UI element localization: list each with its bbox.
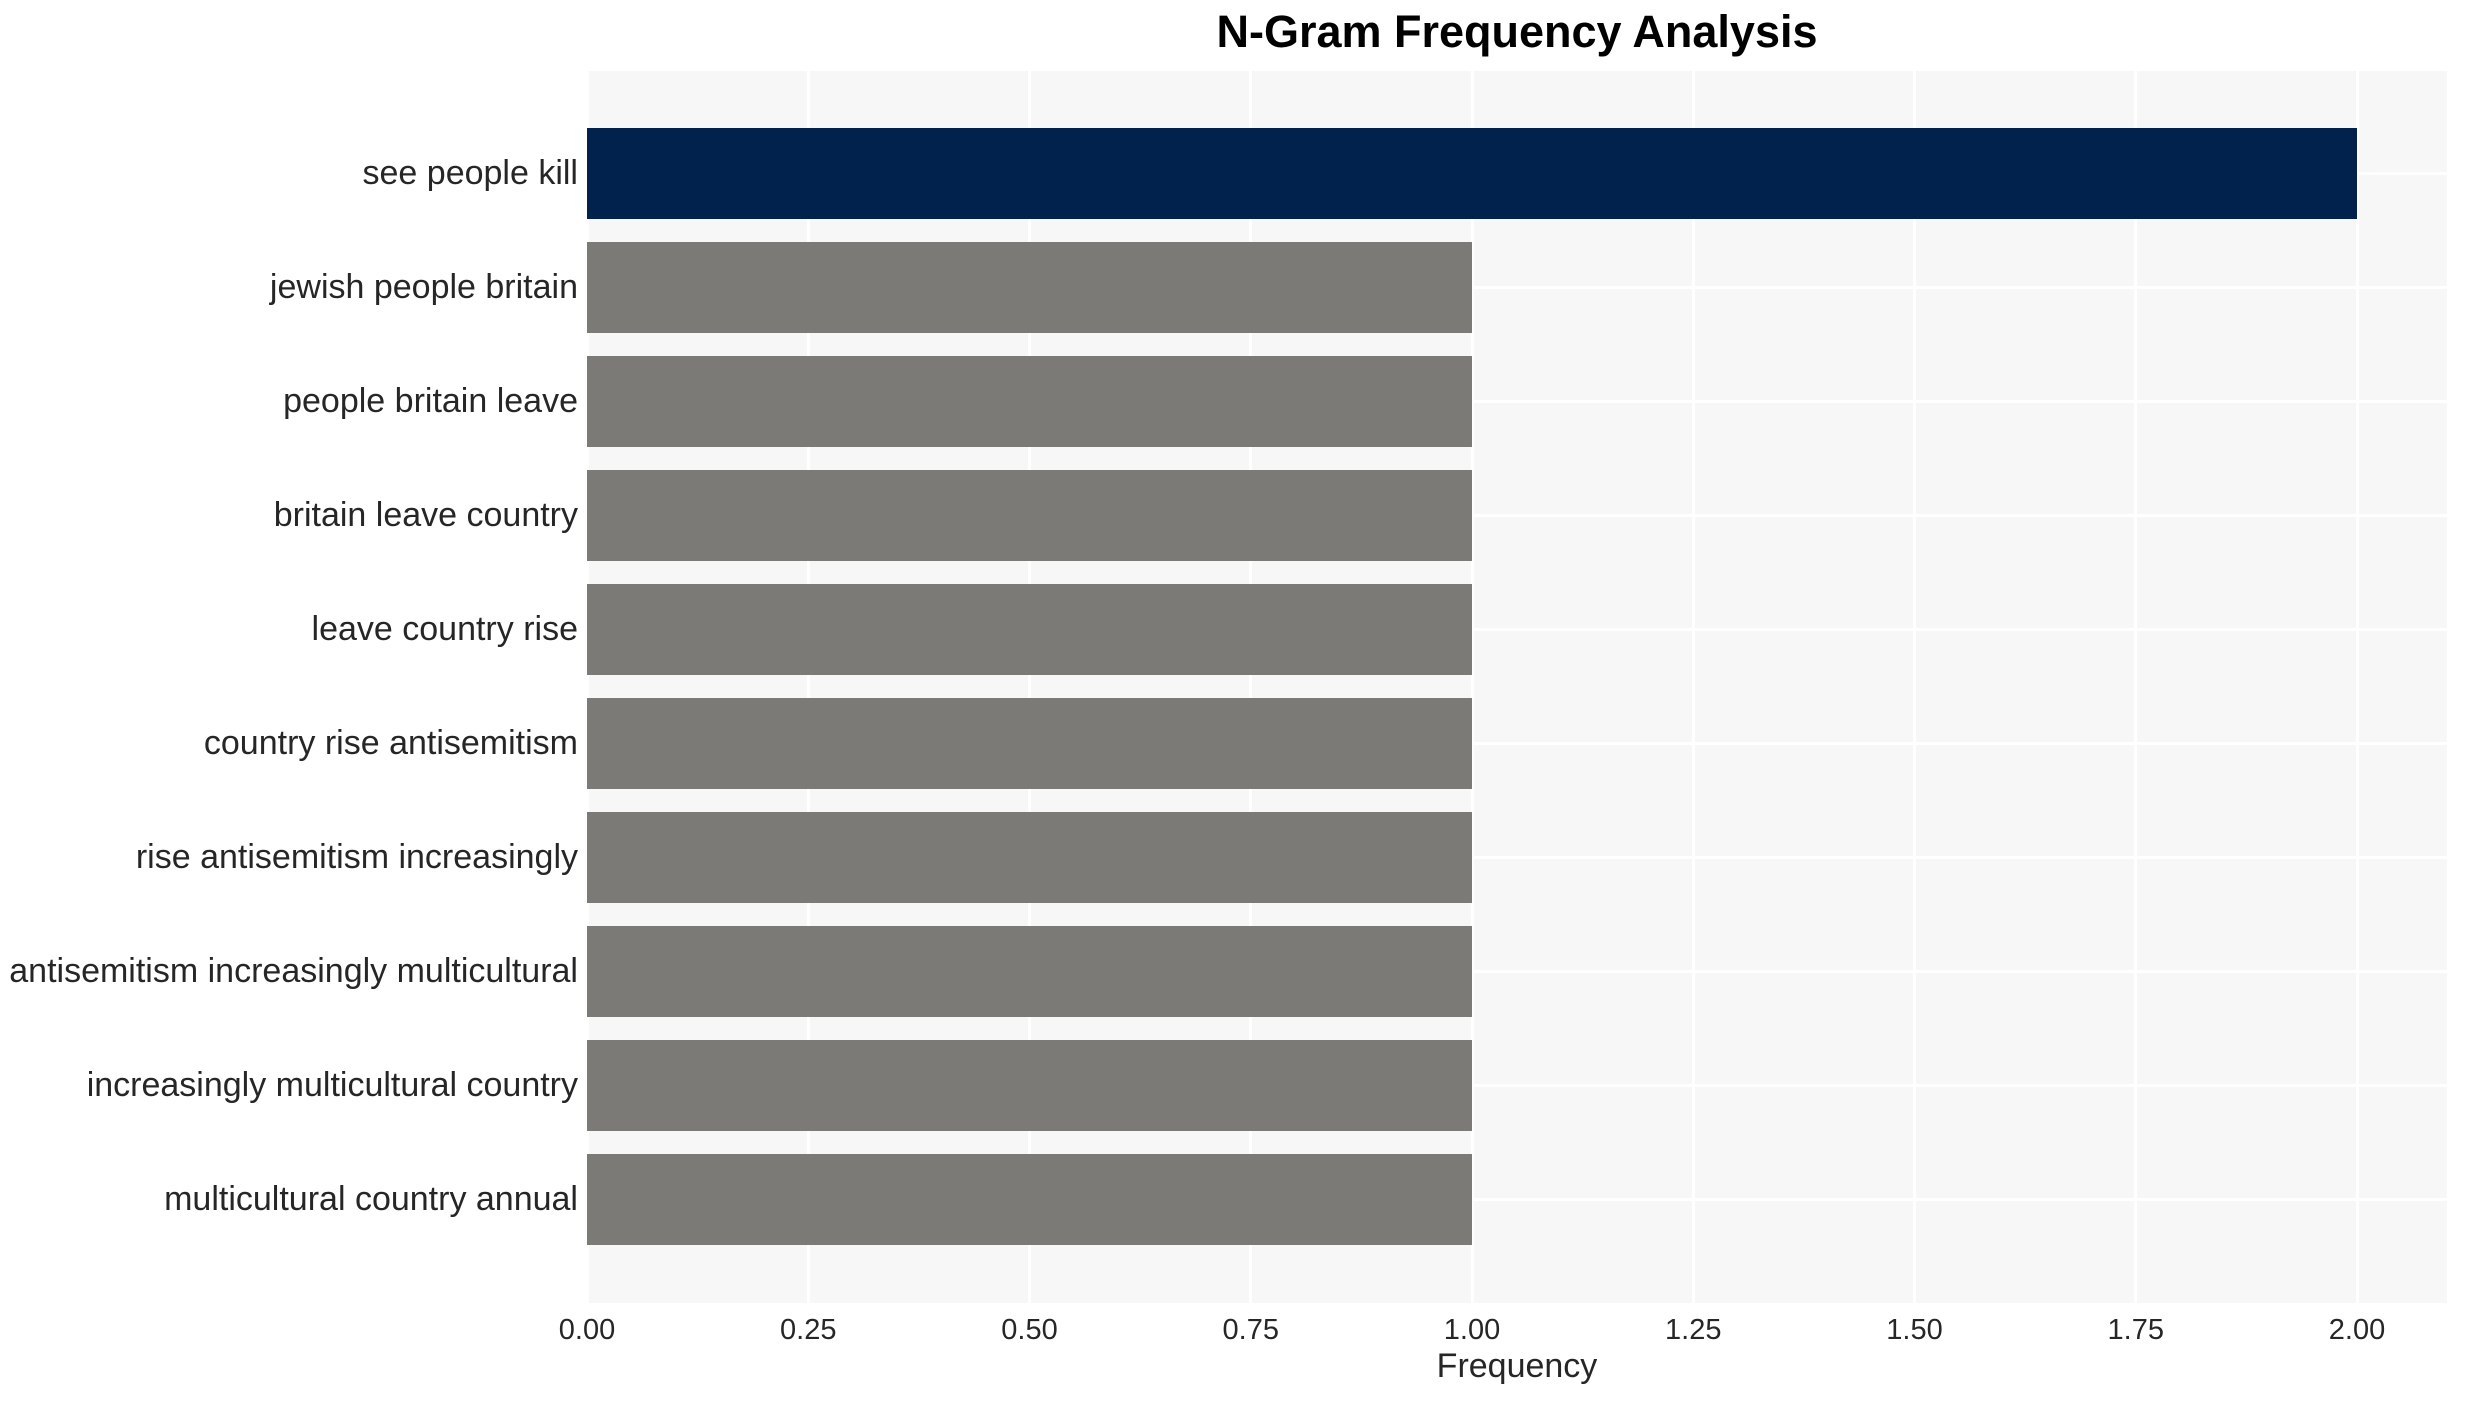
y-gridline xyxy=(587,1198,2447,1201)
y-gridline xyxy=(587,514,2447,517)
x-gridline xyxy=(2134,71,2138,1303)
category-label: jewish people britain xyxy=(269,268,578,306)
x-gridline xyxy=(1691,71,1695,1303)
bar xyxy=(587,812,1472,903)
category-label: leave country rise xyxy=(311,610,578,648)
x-gridline xyxy=(806,71,810,1303)
category-label: see people kill xyxy=(362,154,578,192)
x-tick-label: 1.25 xyxy=(1665,1314,1722,1346)
category-label: increasingly multicultural country xyxy=(86,1066,578,1104)
category-label: people britain leave xyxy=(283,382,578,420)
bar xyxy=(587,698,1472,789)
x-gridline xyxy=(1249,71,1253,1303)
bar xyxy=(587,470,1472,561)
x-tick-label: 0.25 xyxy=(780,1314,837,1346)
x-tick-label: 2.00 xyxy=(2328,1314,2386,1346)
category-label: country rise antisemitism xyxy=(203,724,578,762)
x-gridline xyxy=(585,71,589,1303)
y-gridline xyxy=(587,1084,2447,1087)
y-gridline xyxy=(587,286,2447,289)
chart-title: N-Gram Frequency Analysis xyxy=(1216,6,1818,57)
bar xyxy=(587,926,1472,1017)
category-label: antisemitism increasingly multicultural xyxy=(9,952,578,990)
bar xyxy=(587,242,1472,333)
y-gridline xyxy=(587,742,2447,745)
bar xyxy=(587,584,1472,675)
bar xyxy=(587,1040,1472,1131)
category-label: britain leave country xyxy=(273,496,578,534)
y-gridline xyxy=(587,628,2447,631)
x-tick-label: 1.50 xyxy=(1886,1314,1943,1346)
category-label: rise antisemitism increasingly xyxy=(135,838,578,876)
category-label: multicultural country annual xyxy=(164,1180,578,1218)
y-gridline xyxy=(587,400,2447,403)
x-tick-label: 0.75 xyxy=(1222,1314,1279,1346)
x-tick-label: 0.00 xyxy=(558,1314,616,1346)
bar xyxy=(587,356,1472,447)
y-gridline xyxy=(587,856,2447,859)
bar xyxy=(587,1154,1472,1245)
x-gridline xyxy=(1913,71,1916,1303)
plot-area xyxy=(585,71,2447,1303)
x-tick-label: 0.50 xyxy=(1001,1314,1058,1346)
x-gridline xyxy=(1028,71,1031,1303)
y-gridline xyxy=(587,970,2447,973)
x-tick-label: 1.75 xyxy=(2107,1314,2164,1346)
x-gridline xyxy=(1470,71,1474,1303)
x-tick-label: 1.00 xyxy=(1443,1314,1501,1346)
x-axis-label: Frequency xyxy=(1436,1347,1598,1385)
x-gridline xyxy=(2355,71,2359,1303)
bar xyxy=(587,128,2357,219)
